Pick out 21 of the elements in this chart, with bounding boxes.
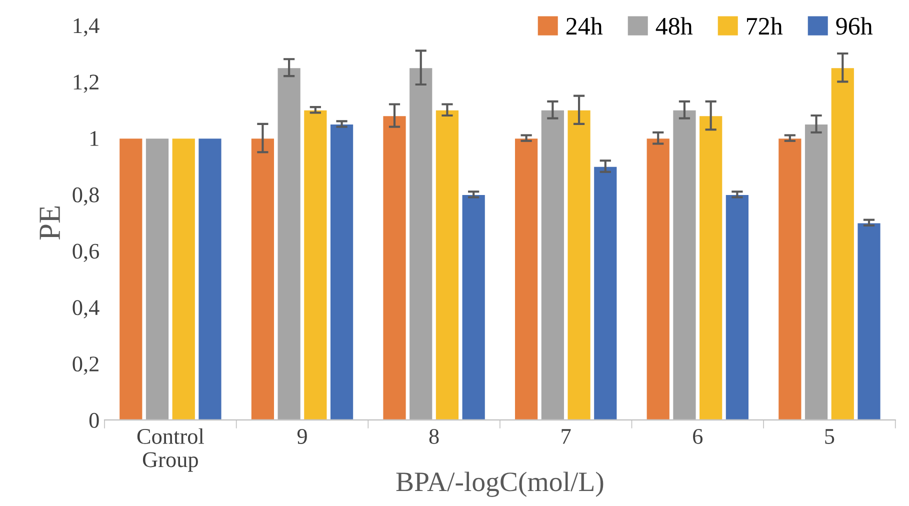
y-tick-label: 0,4 xyxy=(72,300,100,318)
y-tick-label: 0 xyxy=(89,412,99,428)
x-tick-label: 8 xyxy=(429,428,439,444)
y-tick-label: 0,8 xyxy=(72,187,99,206)
y-tick-label: 1,2 xyxy=(74,74,98,93)
x-tick-label: 9 xyxy=(297,429,307,444)
x-axis-title: BPA/-logC(mol/L) xyxy=(396,472,604,497)
x-tick-label: 7 xyxy=(562,429,571,444)
y-tick-label: 1 xyxy=(90,131,98,146)
legend-label: 72h xyxy=(747,17,783,34)
bar xyxy=(514,138,539,420)
y-tick-label: 0,6 xyxy=(72,244,100,262)
y-axis-title: PE xyxy=(40,206,60,240)
y-tick-label: 0,2 xyxy=(72,356,98,375)
legend-label: 24h xyxy=(566,17,603,34)
x-tick-label: 5 xyxy=(825,429,834,444)
x-tick-label: Control Group xyxy=(137,428,204,472)
legend-label: 48h xyxy=(656,17,693,35)
x-tick-label: 6 xyxy=(693,429,703,444)
y-tick-label: 1,4 xyxy=(74,18,100,36)
legend-label: 96h xyxy=(836,17,873,35)
